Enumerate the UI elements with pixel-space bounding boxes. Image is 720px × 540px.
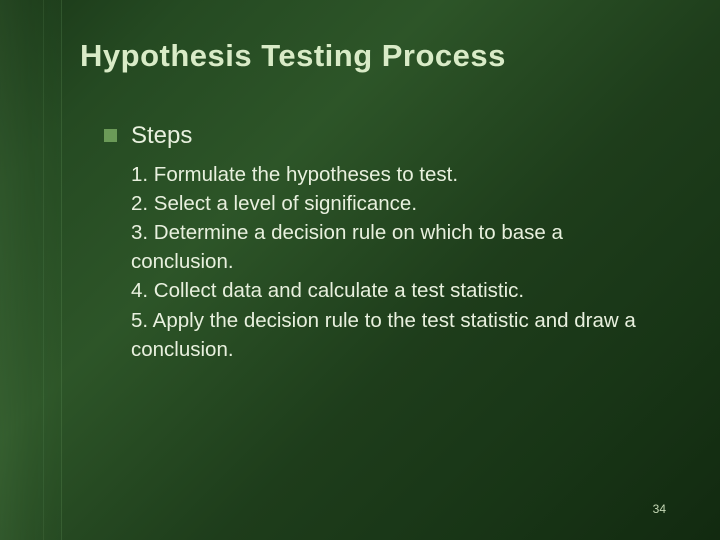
decorative-sidebar: [0, 0, 62, 540]
bullet-row: Steps: [104, 122, 670, 150]
slide-content: Steps 1. Formulate the hypotheses to tes…: [80, 122, 670, 364]
decorative-sidebar-inner: [0, 0, 44, 540]
square-bullet-icon: [104, 129, 117, 142]
step-item: 1. Formulate the hypotheses to test.: [131, 160, 670, 189]
slide-container: Hypothesis Testing Process Steps 1. Form…: [0, 0, 720, 540]
section-subhead: Steps: [131, 122, 192, 150]
slide-title: Hypothesis Testing Process: [80, 38, 670, 74]
step-item: 3. Determine a decision rule on which to…: [131, 218, 670, 276]
page-number: 34: [653, 502, 666, 516]
steps-list: 1. Formulate the hypotheses to test. 2. …: [104, 160, 670, 364]
step-item: 4. Collect data and calculate a test sta…: [131, 276, 670, 305]
step-item: 2. Select a level of significance.: [131, 189, 670, 218]
step-item: 5. Apply the decision rule to the test s…: [131, 306, 670, 364]
